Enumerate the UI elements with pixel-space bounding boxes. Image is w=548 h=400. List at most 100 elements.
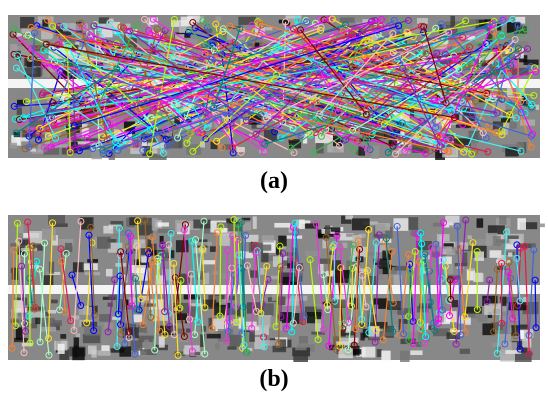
texture xyxy=(295,347,306,350)
texture xyxy=(10,143,18,149)
texture xyxy=(28,231,42,243)
texture xyxy=(247,43,253,46)
texture xyxy=(410,350,422,355)
texture xyxy=(468,235,472,239)
texture xyxy=(377,261,389,268)
texture xyxy=(140,349,156,355)
texture xyxy=(250,304,258,307)
texture xyxy=(35,318,40,325)
texture xyxy=(15,91,24,100)
texture xyxy=(331,227,341,232)
texture xyxy=(51,300,58,304)
texture xyxy=(97,237,111,249)
match-line xyxy=(334,245,335,302)
texture xyxy=(108,295,118,300)
texture xyxy=(460,349,470,354)
texture xyxy=(274,223,290,228)
texture xyxy=(158,229,174,233)
texture xyxy=(408,217,418,230)
texture xyxy=(262,235,274,242)
texture xyxy=(377,349,382,357)
texture xyxy=(16,327,23,339)
texture xyxy=(508,252,513,256)
panel-label: (b) xyxy=(0,366,548,393)
texture xyxy=(299,336,308,344)
texture xyxy=(260,245,271,251)
texture xyxy=(286,235,302,238)
texture xyxy=(445,216,459,223)
texture xyxy=(42,229,56,241)
texture xyxy=(520,325,528,330)
texture xyxy=(76,333,80,337)
texture xyxy=(508,236,519,239)
texture xyxy=(433,223,444,227)
texture xyxy=(362,347,375,358)
matching-image xyxy=(0,14,548,160)
texture xyxy=(97,350,110,355)
texture xyxy=(509,121,517,128)
texture xyxy=(88,346,97,355)
figure: (a) (b) xyxy=(0,0,548,400)
texture xyxy=(417,18,428,24)
texture xyxy=(74,337,79,348)
texture xyxy=(293,351,308,362)
texture xyxy=(137,336,153,340)
texture xyxy=(14,300,22,309)
texture xyxy=(253,216,257,229)
match-line xyxy=(29,248,30,343)
texture xyxy=(215,343,220,350)
texture xyxy=(227,346,236,349)
texture xyxy=(360,333,364,341)
texture xyxy=(40,327,56,332)
texture xyxy=(133,314,142,322)
texture xyxy=(352,218,370,230)
texture xyxy=(141,256,146,263)
texture xyxy=(260,268,264,275)
texture xyxy=(473,273,483,282)
texture xyxy=(484,303,501,314)
texture xyxy=(207,334,221,339)
texture xyxy=(134,239,148,248)
texture xyxy=(242,327,259,330)
texture xyxy=(477,218,484,227)
texture xyxy=(176,320,185,329)
panel-label: (a) xyxy=(0,168,548,195)
texture xyxy=(131,340,143,350)
texture xyxy=(101,345,109,351)
texture xyxy=(130,265,148,273)
texture xyxy=(400,351,410,362)
texture xyxy=(381,351,390,362)
texture xyxy=(216,16,222,21)
texture xyxy=(325,225,330,237)
texture xyxy=(334,270,350,283)
texture xyxy=(48,215,65,225)
texture xyxy=(493,236,501,246)
texture xyxy=(340,18,355,23)
texture xyxy=(475,251,484,260)
texture xyxy=(17,107,22,114)
texture xyxy=(299,220,305,229)
texture xyxy=(499,216,506,225)
texture xyxy=(141,218,152,231)
texture xyxy=(53,320,62,326)
texture xyxy=(60,334,66,339)
texture xyxy=(517,218,526,230)
texture xyxy=(72,348,84,360)
texture xyxy=(478,314,488,322)
texture xyxy=(119,346,131,356)
texture xyxy=(58,344,65,354)
texture xyxy=(345,215,353,219)
texture xyxy=(143,330,147,334)
texture xyxy=(442,246,452,252)
texture xyxy=(509,234,524,245)
texture xyxy=(152,218,158,231)
texture xyxy=(394,266,407,271)
texture xyxy=(159,336,165,347)
texture xyxy=(202,260,215,264)
matching-image xyxy=(0,214,548,362)
texture xyxy=(316,304,324,309)
texture xyxy=(258,315,271,327)
texture xyxy=(106,269,113,277)
texture xyxy=(238,17,255,25)
texture xyxy=(352,235,361,246)
